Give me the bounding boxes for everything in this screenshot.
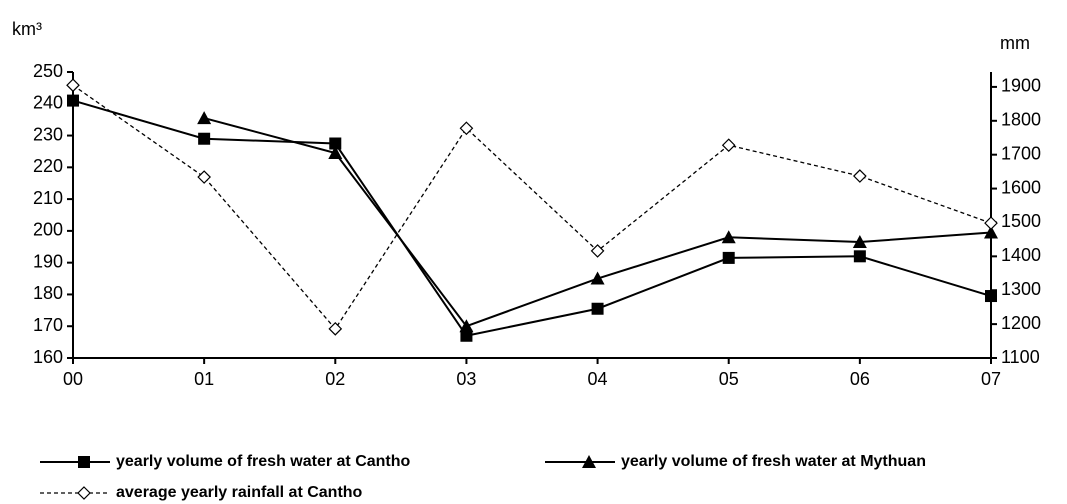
x-tick-label: 06	[850, 369, 870, 389]
marker	[591, 302, 604, 315]
legend-label: average yearly rainfall at Cantho	[116, 484, 363, 501]
y-tick-label: 230	[33, 124, 63, 144]
y2-tick-label: 1400	[1001, 245, 1041, 265]
marker	[329, 137, 342, 150]
marker	[590, 244, 605, 258]
y-tick-label: 210	[33, 188, 63, 208]
legend: yearly volume of fresh water at Cantho ye…	[40, 453, 926, 501]
y2-tick-label: 1200	[1001, 313, 1041, 333]
x-tick-label: 07	[981, 369, 1001, 389]
series-line	[72, 99, 992, 337]
x-tick-label: 02	[325, 369, 345, 389]
marker	[459, 319, 474, 333]
marker	[853, 169, 867, 183]
marker	[853, 250, 866, 263]
marker	[722, 251, 735, 264]
y-tick-label: 250	[33, 61, 63, 81]
marker	[590, 271, 605, 285]
marker	[328, 146, 343, 160]
x-tick-label: 00	[63, 369, 83, 389]
y-tick-label: 240	[33, 93, 63, 113]
x-tick-label: 04	[588, 369, 608, 389]
marker	[582, 455, 596, 468]
marker	[66, 78, 80, 93]
marker	[77, 486, 91, 500]
legend-label: yearly volume of fresh water at Mythuan	[621, 453, 926, 470]
marker	[328, 322, 343, 336]
y2-tick-label: 1700	[1001, 143, 1041, 163]
y2-tick-label: 1300	[1001, 279, 1041, 299]
y-tick-label: 160	[33, 347, 63, 367]
marker	[460, 329, 473, 342]
x-tick-label: 01	[194, 369, 214, 389]
y-tick-label: 190	[33, 251, 63, 271]
marker	[984, 225, 998, 239]
marker	[721, 138, 736, 153]
marker	[721, 230, 736, 244]
marker	[852, 235, 867, 249]
y2-tick-label: 1100	[1001, 347, 1040, 367]
series-line	[72, 84, 992, 330]
y-axis-label: km³	[12, 19, 42, 39]
x-tick-label: 05	[719, 369, 739, 389]
y2-tick-label: 1800	[1001, 110, 1041, 130]
marker	[459, 121, 474, 136]
series-line	[203, 117, 992, 328]
marker	[78, 456, 90, 468]
x-tick-label: 03	[456, 369, 476, 389]
marker	[985, 290, 997, 303]
y-tick-label: 170	[33, 315, 63, 335]
y2-tick-label: 1500	[1001, 211, 1041, 231]
y2-tick-label: 1600	[1001, 177, 1041, 197]
marker	[197, 111, 212, 125]
marker	[197, 170, 211, 184]
y2-tick-label: 1900	[1001, 76, 1041, 96]
y-tick-label: 180	[33, 283, 63, 303]
marker	[67, 94, 79, 107]
legend-label: yearly volume of fresh water at Cantho	[116, 453, 411, 470]
marker	[984, 216, 998, 230]
y2-axis-label: mm	[1000, 33, 1030, 53]
y-tick-label: 200	[33, 220, 63, 240]
y-tick-label: 220	[33, 156, 63, 176]
marker	[198, 132, 211, 145]
